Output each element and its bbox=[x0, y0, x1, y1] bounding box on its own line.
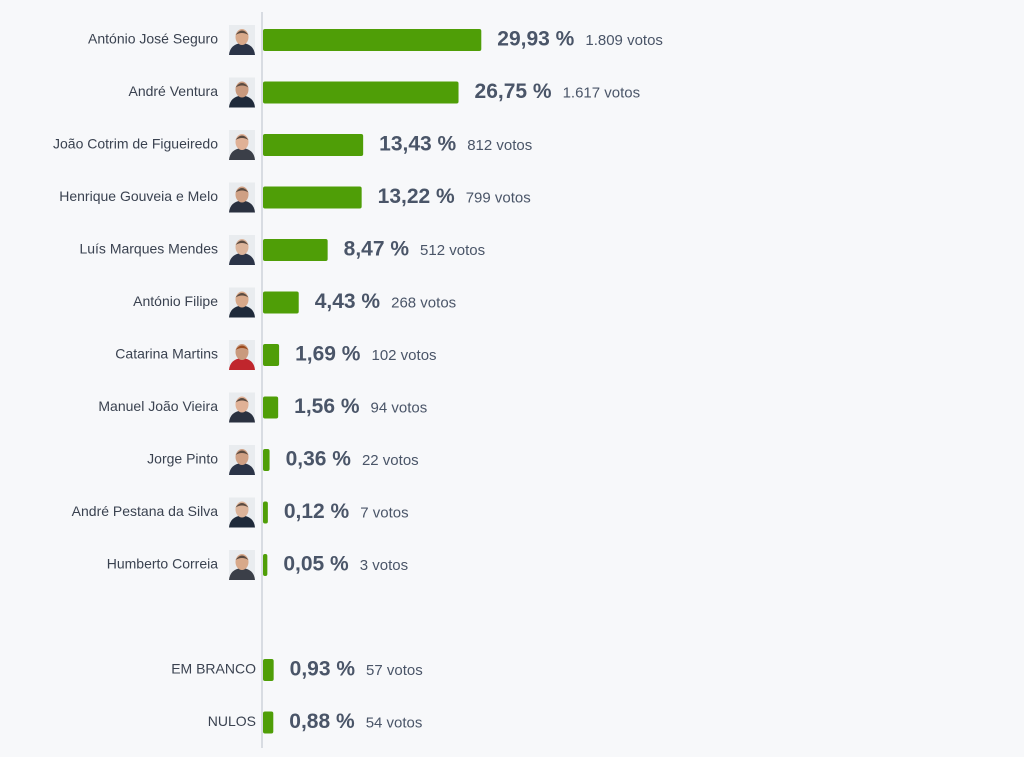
bar bbox=[263, 501, 268, 524]
category-label: Luís Marques Mendes bbox=[79, 241, 218, 257]
photo-body bbox=[229, 43, 255, 55]
photo-hair bbox=[235, 83, 249, 88]
bar bbox=[263, 449, 270, 471]
bar bbox=[263, 29, 482, 51]
photo-hair bbox=[235, 293, 249, 298]
value-label: 0,12 % bbox=[284, 500, 350, 523]
category-label: Manuel João Vieira bbox=[98, 398, 218, 414]
category-label: António Filipe bbox=[133, 293, 218, 309]
bar bbox=[263, 554, 268, 576]
vote-label: 1.617 votos bbox=[563, 84, 641, 101]
value-label: 26,75 % bbox=[475, 80, 552, 103]
photo-hair bbox=[235, 240, 249, 245]
category-label: André Ventura bbox=[128, 83, 218, 99]
photo-hair bbox=[235, 450, 249, 455]
category-label: André Pestana da Silva bbox=[72, 503, 219, 519]
photo-hair bbox=[235, 555, 249, 560]
candidate-photo bbox=[229, 130, 255, 160]
category-label: António José Seguro bbox=[88, 31, 218, 47]
photo-body bbox=[229, 358, 255, 370]
candidate-photo bbox=[229, 392, 255, 423]
value-label: 29,93 % bbox=[497, 28, 574, 51]
photo-body bbox=[229, 463, 255, 475]
vote-label: 812 votos bbox=[467, 137, 532, 154]
candidate-photo bbox=[229, 77, 255, 108]
candidate-photo bbox=[229, 235, 255, 265]
bar bbox=[263, 134, 364, 156]
value-label: 4,43 % bbox=[315, 290, 381, 313]
category-label: Humberto Correia bbox=[107, 556, 218, 572]
bar bbox=[263, 291, 299, 314]
value-label: 1,69 % bbox=[295, 343, 361, 366]
value-label: 0,36 % bbox=[286, 448, 352, 471]
candidate-photo bbox=[229, 445, 255, 475]
photo-hair bbox=[235, 30, 249, 35]
candidate-photo bbox=[229, 25, 255, 55]
vote-label: 54 votos bbox=[366, 714, 423, 731]
vote-label: 799 votos bbox=[466, 189, 531, 206]
value-label: 0,05 % bbox=[283, 553, 349, 576]
category-label: Jorge Pinto bbox=[147, 451, 218, 467]
vote-label: 7 votos bbox=[360, 504, 408, 521]
photo-hair bbox=[235, 135, 249, 140]
photo-body bbox=[229, 568, 255, 580]
value-label: 1,56 % bbox=[294, 395, 360, 418]
candidate-photo bbox=[229, 497, 255, 528]
bar bbox=[263, 711, 274, 734]
candidate-photo bbox=[229, 550, 255, 580]
photo-body bbox=[229, 95, 255, 108]
bar bbox=[263, 186, 362, 209]
category-label: NULOS bbox=[208, 713, 256, 729]
vote-label: 3 votos bbox=[360, 557, 408, 574]
vote-label: 57 votos bbox=[366, 662, 423, 679]
vote-label: 94 votos bbox=[371, 399, 428, 416]
photo-body bbox=[229, 200, 255, 213]
value-label: 0,93 % bbox=[290, 658, 356, 681]
category-label: Catarina Martins bbox=[115, 346, 218, 362]
vote-label: 1.809 votos bbox=[585, 32, 663, 49]
bar bbox=[263, 659, 274, 681]
photo-body bbox=[229, 253, 255, 265]
photo-hair bbox=[235, 345, 249, 350]
category-label: EM BRANCO bbox=[171, 661, 256, 677]
photo-hair bbox=[235, 503, 249, 508]
photo-body bbox=[229, 305, 255, 318]
value-label: 0,88 % bbox=[289, 710, 355, 733]
category-label: João Cotrim de Figueiredo bbox=[53, 136, 218, 152]
vote-label: 268 votos bbox=[391, 294, 456, 311]
bar bbox=[263, 81, 459, 104]
value-label: 8,47 % bbox=[344, 238, 410, 261]
candidate-photo bbox=[229, 340, 255, 370]
photo-hair bbox=[235, 188, 249, 193]
photo-body bbox=[229, 515, 255, 528]
value-label: 13,43 % bbox=[379, 133, 456, 156]
vote-label: 22 votos bbox=[362, 452, 419, 469]
candidate-photo bbox=[229, 182, 255, 213]
bar bbox=[263, 239, 328, 261]
candidate-photo bbox=[229, 287, 255, 318]
bar bbox=[263, 396, 279, 419]
value-label: 13,22 % bbox=[378, 185, 455, 208]
vote-label: 102 votos bbox=[371, 347, 436, 364]
bar bbox=[263, 344, 280, 366]
photo-body bbox=[229, 148, 255, 160]
category-label: Henrique Gouveia e Melo bbox=[59, 188, 218, 204]
photo-hair bbox=[235, 398, 249, 403]
vote-label: 512 votos bbox=[420, 242, 485, 259]
photo-body bbox=[229, 410, 255, 423]
